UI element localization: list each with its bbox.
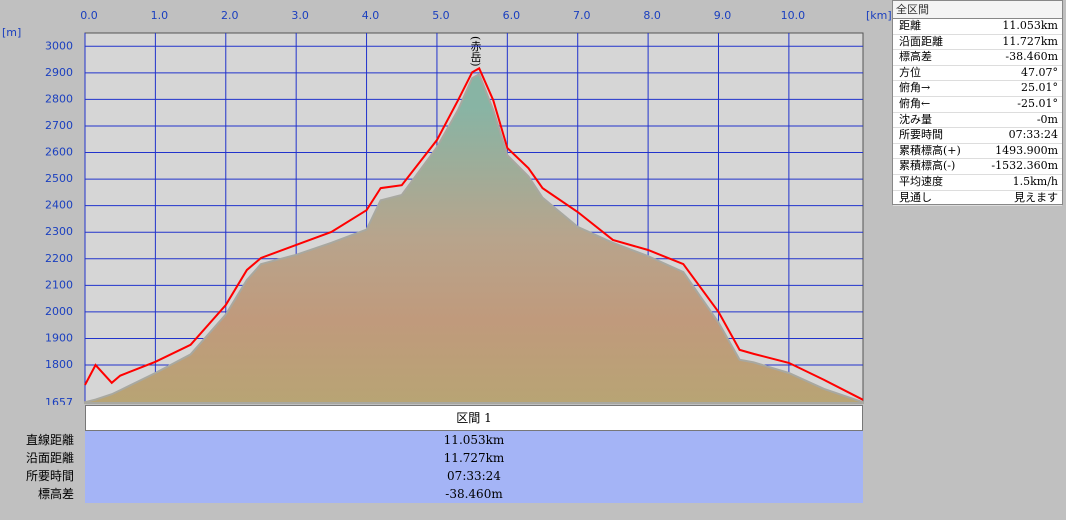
x-tick-label: 1.0 [151,9,169,22]
panel-value: 1493.900m [995,143,1058,157]
terrain-area [84,72,864,404]
segment-table: 区間 1 直線距離 11.053km 沿面距離 11.727km 所要時間 07:33:24… [0,405,863,503]
panel-row: 見通し 見えます [893,191,1062,207]
panel-row: 累積標高(-) -1532.360m [893,159,1062,175]
y-tick-label: 1800 [45,358,73,371]
segment-value: 11.053km [85,431,863,449]
x-tick-label: 2.0 [221,9,239,22]
panel-title: 全区間 [893,1,1062,19]
panel-label: 沿面距離 [899,34,943,48]
segment-header: 区間 1 [85,405,863,431]
panel-label: 俯角→ [899,81,931,95]
segment-label: 所要時間 [25,469,74,483]
panel-row: 方位 47.07° [893,66,1062,82]
segment-value: -38.460m [85,485,863,503]
x-tick-label: 5.0 [432,9,450,22]
y-tick-label: 2900 [45,66,73,79]
x-tick-label: 7.0 [573,9,591,22]
segment-row: 直線距離 11.053km [0,431,863,449]
y-tick-label: 2000 [45,305,73,318]
panel-label: 俯角← [899,96,931,110]
panel-label: 見通し [899,190,932,204]
y-tick-label: 2600 [45,146,73,159]
y-tick-label: 2300 [45,225,73,238]
panel-row: 俯角→ 25.01° [893,81,1062,97]
x-tick-label: 6.0 [503,9,521,22]
panel-label: 方位 [899,65,921,79]
x-tick-label: 3.0 [291,9,309,22]
panel-value: 25.01° [1021,81,1058,95]
panel-row: 沿面距離 11.727km [893,35,1062,51]
panel-row: 所要時間 07:33:24 [893,128,1062,144]
panel-value: 11.727km [1002,34,1058,48]
panel-value: 47.07° [1021,65,1058,79]
profile-chart: [m] [km] (赤岳) 0.0 1.0 2.0 3.0 4.0 5.0 6.0 7.0 8.… [2,9,892,405]
y-unit: [m] [2,26,21,39]
panel-label: 累積標高(-) [899,159,956,173]
segment-label: 沿面距離 [25,451,74,465]
y-tick-label: 2800 [45,92,73,105]
y-tick-label: 2100 [45,278,73,291]
x-tick-label: 4.0 [362,9,380,22]
y-tick-label: 2700 [45,119,73,132]
panel-label: 累積標高(+) [899,143,961,157]
panel-value: -25.01° [1017,96,1058,110]
segment-row: 沿面距離 11.727km [0,449,863,467]
y-tick-label: 2500 [45,172,73,185]
panel-value: -0m [1036,112,1058,126]
panel-label: 所要時間 [899,128,943,142]
y-tick-label: 2400 [45,199,73,212]
x-tick-label: 0.0 [80,9,98,22]
panel-value: 07:33:24 [1008,128,1058,142]
y-tick-label: 2200 [45,252,73,265]
segment-value: 07:33:24 [85,467,863,485]
panel-row: 俯角← -25.01° [893,97,1062,113]
panel-label: 平均速度 [899,174,943,188]
segment-row: 標高差 -38.460m [0,485,863,503]
annotation: (赤岳) [469,36,482,67]
y-tick-label: 1657 [45,396,73,405]
panel-row: 沈み量 -0m [893,113,1062,129]
panel-label: 標高差 [899,50,932,64]
route-line [84,66,864,401]
x-tick-label: 9.0 [714,9,732,22]
panel-row: 累積標高(+) 1493.900m [893,144,1062,160]
panel-row: 距離 11.053km [893,19,1062,35]
segment-value: 11.727km [85,449,863,467]
x-tick-label: 8.0 [643,9,661,22]
y-tick-label: 1900 [45,331,73,344]
panel-row: 標高差 -38.460m [893,50,1062,66]
panel-label: 距離 [899,19,921,32]
info-panel: 全区間 距離 11.053km 沿面距離 11.727km 標高差 -38.460m 方位 47… [892,0,1063,207]
panel-value: -38.460m [1005,50,1058,64]
x-tick-label: 10.0 [781,9,806,22]
panel-value: -1532.360m [991,159,1058,173]
panel-label: 沈み量 [899,112,932,126]
panel-value: 見えます [1014,190,1058,204]
y-tick-label: 3000 [45,39,73,52]
segment-label: 標高差 [37,487,74,501]
segment-label: 直線距離 [25,433,74,447]
x-unit: [km] [866,9,892,22]
segment-row: 所要時間 07:33:24 [0,467,863,485]
panel-row: 平均速度 1.5km/h [893,175,1062,191]
panel-value: 1.5km/h [1012,174,1058,188]
panel-value: 11.053km [1002,19,1058,32]
